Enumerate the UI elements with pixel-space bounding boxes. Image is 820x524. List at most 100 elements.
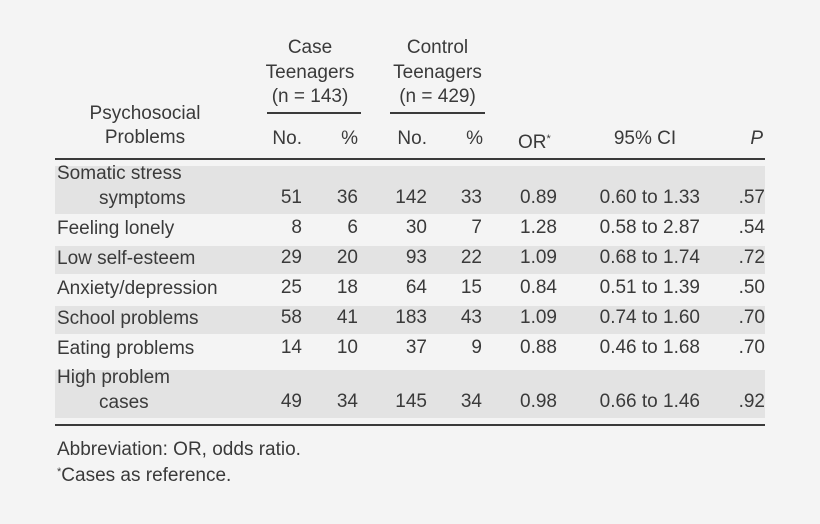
row-label: Low self-esteem <box>57 246 195 271</box>
table-row: Low self-esteem 29 20 93 22 1.09 0.68 to 1.74.… <box>55 246 765 274</box>
case-pct: 41 <box>336 307 358 328</box>
footnote-reference-text: Cases as reference. <box>61 465 232 486</box>
control-header-line: (n = 429) <box>399 86 476 107</box>
control-header-line: Teenagers <box>393 61 482 83</box>
confidence-interval: 0.51 to 1.39 <box>599 277 700 298</box>
odds-ratio: 0.89 <box>520 187 557 208</box>
case-no: 29 <box>280 247 302 268</box>
col-header-case-pct: % <box>341 128 358 149</box>
case-pct: 10 <box>336 337 358 358</box>
control-pct: 22 <box>460 247 482 268</box>
confidence-interval: 0.58 to 2.87 <box>599 217 700 238</box>
p-value: .70 <box>738 337 765 358</box>
table-row: Eating problems 14 10 37 9 0.88 0.46 to 1.68 .7… <box>55 336 765 364</box>
case-group-rule <box>267 112 361 114</box>
confidence-interval: 0.74 to 1.60 <box>599 307 700 328</box>
p-value: .92 <box>738 391 765 412</box>
odds-ratio: 1.09 <box>520 307 557 328</box>
odds-ratio: 0.98 <box>520 391 557 412</box>
row-label: Feeling lonely <box>57 216 174 241</box>
row-label-line: High problem <box>57 367 170 388</box>
table-row: Anxiety/depression 25 18 64 15 0.84 0.51 to 1.… <box>55 276 765 304</box>
row-label-line: symptoms <box>99 188 186 209</box>
stub-header: Psychosocial Problems <box>70 102 220 150</box>
case-pct: 34 <box>336 391 358 412</box>
odds-ratio: 0.88 <box>520 337 557 358</box>
row-label: School problems <box>57 306 199 331</box>
stub-header-line: Problems <box>104 127 186 148</box>
footnote-reference: *Cases as reference. <box>57 461 231 487</box>
stub-header-line: Psychosocial <box>89 103 201 124</box>
control-pct: 7 <box>471 217 482 238</box>
case-header-line: (n = 143) <box>271 86 349 107</box>
control-no: 145 <box>395 391 427 412</box>
odds-ratio: 1.09 <box>520 247 557 268</box>
table-row: School problems 58 41 183 43 1.09 0.74 to 1.60… <box>55 306 765 334</box>
confidence-interval: 0.68 to 1.74 <box>599 247 700 268</box>
table-row: Somatic stress symptoms 51 36 142 33 0.89 0.60 … <box>55 163 765 214</box>
bottom-rule <box>55 424 765 426</box>
col-header-case-no: No. <box>272 128 302 149</box>
row-label-line: cases <box>99 392 149 413</box>
footnote-abbreviation: Abbreviation: OR, odds ratio. <box>57 439 301 460</box>
control-pct: 15 <box>460 277 482 298</box>
confidence-interval: 0.46 to 1.68 <box>599 337 700 358</box>
table-row: High problem cases 49 34 145 34 0.98 0.66 to 1.… <box>55 367 765 418</box>
case-group-header: Case Teenagers (n = 143) <box>255 36 365 110</box>
control-group-rule <box>390 112 485 114</box>
control-header-line: Control <box>406 37 469 58</box>
row-label-line: Low self-esteem <box>57 248 196 269</box>
control-pct: 43 <box>460 307 482 328</box>
row-label-line: Eating problems <box>57 338 195 359</box>
case-header-line: Case <box>287 37 333 58</box>
case-pct: 6 <box>347 217 358 238</box>
case-header-line: Teenagers <box>265 61 355 83</box>
or-label: OR <box>518 132 547 153</box>
odds-ratio: 1.28 <box>520 217 557 238</box>
case-no: 58 <box>280 307 302 328</box>
control-pct: 34 <box>460 391 482 412</box>
footnote-marker: * <box>57 466 62 478</box>
p-value: .50 <box>738 277 765 298</box>
header-rule <box>55 158 765 160</box>
p-value: .72 <box>738 247 765 268</box>
row-label: Anxiety/depression <box>57 276 218 301</box>
col-header-control-no: No. <box>397 128 427 149</box>
control-pct: 9 <box>471 337 482 358</box>
row-label-line: Somatic stress <box>57 163 182 184</box>
row-label-line: School problems <box>57 308 199 329</box>
case-no: 25 <box>280 277 302 298</box>
control-no: 93 <box>405 247 427 268</box>
confidence-interval: 0.66 to 1.46 <box>599 391 700 412</box>
case-pct: 18 <box>336 277 358 298</box>
case-pct: 20 <box>336 247 358 268</box>
control-no: 142 <box>395 187 427 208</box>
p-value: .70 <box>738 307 765 328</box>
case-no: 51 <box>280 187 302 208</box>
col-header-ci: 95% CI <box>613 128 677 149</box>
row-label: High problem cases <box>57 365 170 415</box>
row-label: Eating problems <box>57 336 194 361</box>
col-header-control-pct: % <box>466 128 483 149</box>
case-no: 8 <box>291 217 302 238</box>
col-header-p: P <box>750 128 763 149</box>
row-label-line: Feeling lonely <box>57 218 175 239</box>
confidence-interval: 0.60 to 1.33 <box>599 187 700 208</box>
control-pct: 33 <box>460 187 482 208</box>
table-row: Feeling lonely 8 6 30 7 1.28 0.58 to 2.87 .54 <box>55 216 765 244</box>
control-group-header: Control Teenagers (n = 429) <box>380 36 495 110</box>
row-label: Somatic stress symptoms <box>57 161 186 211</box>
control-no: 183 <box>395 307 427 328</box>
odds-ratio: 0.84 <box>520 277 557 298</box>
col-header-or: OR* <box>518 127 551 155</box>
control-no: 64 <box>405 277 427 298</box>
control-no: 30 <box>405 217 427 238</box>
case-no: 14 <box>280 337 302 358</box>
row-label-line: Anxiety/depression <box>57 278 218 299</box>
case-no: 49 <box>280 391 302 412</box>
control-no: 37 <box>405 337 427 358</box>
or-footnote-marker: * <box>546 133 551 145</box>
p-value: .54 <box>738 217 765 238</box>
case-pct: 36 <box>336 187 358 208</box>
